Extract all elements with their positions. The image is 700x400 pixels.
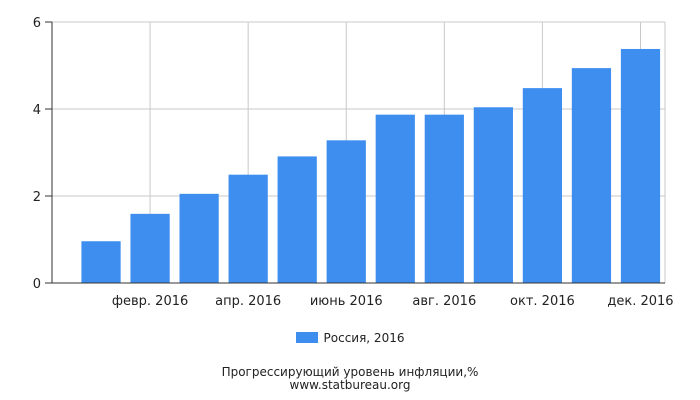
legend: Россия, 2016 — [0, 331, 700, 345]
bar — [326, 140, 366, 283]
y-tick-label: 2 — [33, 190, 41, 205]
x-tick-label: апр. 2016 — [215, 294, 281, 309]
legend-swatch — [295, 332, 318, 343]
x-tick-label: авг. 2016 — [412, 294, 476, 309]
x-tick-label: окт. 2016 — [510, 294, 575, 309]
x-tick-label: февр. 2016 — [112, 294, 188, 309]
y-axis: 0 2 4 6 — [33, 16, 52, 292]
bar — [130, 213, 170, 283]
bar-series — [81, 48, 661, 284]
x-tick-label: июнь 2016 — [310, 294, 383, 309]
bar — [228, 174, 268, 283]
bar — [571, 68, 612, 283]
x-tick-label: дек. 2016 — [607, 294, 673, 309]
y-tick-label: 6 — [33, 16, 41, 31]
chart-source: www.statbureau.org — [289, 378, 411, 392]
bar — [473, 107, 513, 283]
chart-title: Прогрессирующий уровень инфляции,% — [221, 365, 479, 379]
legend-label: Россия, 2016 — [323, 331, 405, 345]
bar — [179, 193, 219, 283]
y-tick-label: 0 — [33, 277, 41, 292]
x-axis: февр. 2016 апр. 2016 июнь 2016 авг. 2016 окт… — [45, 282, 674, 309]
bar — [277, 156, 317, 283]
bar — [375, 114, 415, 283]
bar — [522, 88, 563, 284]
bar-chart: 0 2 4 6 февр. 2016 апр. 2016 июнь 2016 авг. 20… — [33, 16, 674, 309]
bar — [620, 48, 661, 283]
y-tick-label: 4 — [33, 103, 41, 118]
bar — [424, 114, 464, 283]
bar — [81, 241, 121, 283]
